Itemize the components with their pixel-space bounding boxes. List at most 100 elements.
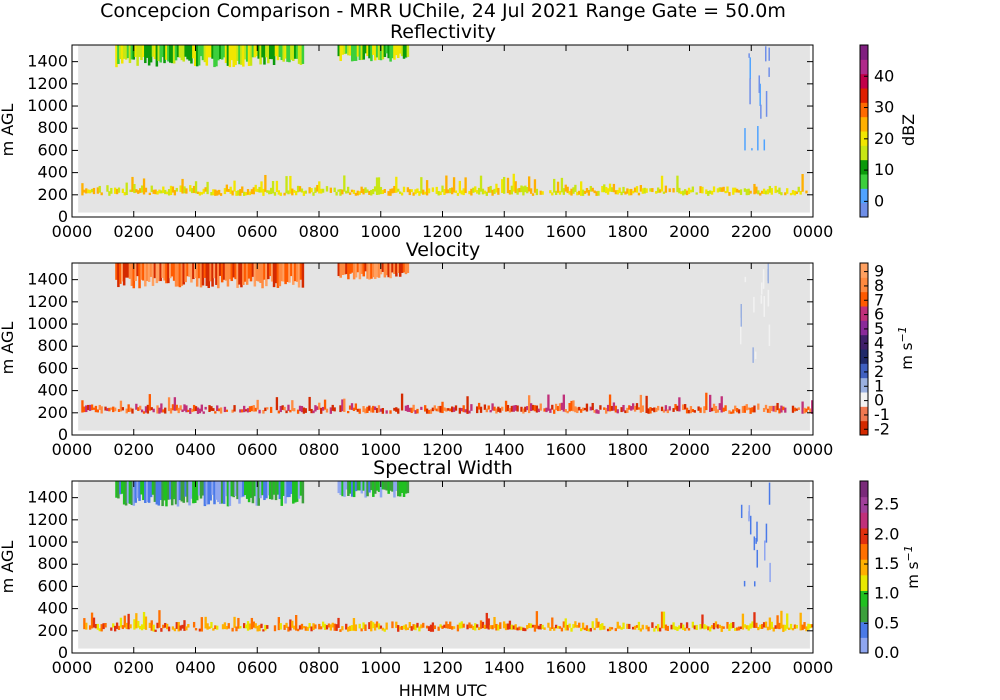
echo-column [666, 625, 669, 631]
echo-column [212, 408, 215, 412]
echo-column [132, 263, 136, 289]
echo-column [345, 481, 348, 490]
echo-column [231, 190, 234, 196]
echo-column [180, 263, 184, 286]
colorbar-tick-label: 0 [874, 191, 884, 210]
colorbar-segment [860, 263, 868, 278]
echo-column [135, 403, 138, 410]
echo-column [381, 189, 384, 195]
echo-column [245, 481, 249, 499]
echo-column [148, 394, 151, 411]
echo-column [493, 188, 496, 194]
echo-column [149, 263, 153, 277]
echo-column [535, 188, 539, 196]
echo-column [714, 406, 718, 414]
echo-column [545, 407, 548, 413]
echo-column [439, 405, 442, 413]
echo-column [172, 263, 176, 281]
echo-column [160, 190, 163, 194]
x-tick-label: 2000 [669, 222, 710, 241]
y-tick-label: 200 [37, 621, 68, 640]
echo-column [348, 625, 352, 632]
echo-column [766, 189, 770, 195]
echo-column [786, 188, 789, 194]
echo-column [163, 263, 166, 281]
echo-column [287, 190, 290, 195]
echo-column [578, 622, 581, 628]
echo-column [726, 186, 729, 193]
echo-column [253, 45, 257, 58]
echo-column [595, 191, 598, 196]
echo-column [198, 191, 202, 196]
echo-column [345, 263, 348, 275]
echo-column [115, 481, 118, 498]
echo-column [254, 623, 257, 629]
echo-column [449, 621, 452, 629]
echo-column [695, 192, 698, 195]
echo-column [286, 263, 289, 282]
echo-column [199, 263, 203, 288]
colorbar-segment [860, 202, 868, 218]
echo-column [691, 408, 695, 413]
echo-column [787, 627, 791, 630]
echo-column [178, 263, 182, 288]
echo-column [144, 263, 147, 287]
echo-column [410, 626, 413, 631]
echo-column [606, 628, 610, 632]
echo-column [134, 481, 137, 503]
echo-column [410, 189, 413, 193]
colorbar-segment [860, 377, 868, 393]
echo-column [199, 45, 203, 57]
echo-column [614, 628, 617, 632]
echo-column [204, 406, 207, 410]
colorbar-segment [860, 73, 868, 89]
echo-column [402, 45, 406, 59]
echo-column [477, 402, 481, 410]
colorbar-label-exponent: −1 [896, 326, 909, 342]
echo-column [626, 407, 629, 413]
echo-column [776, 189, 779, 193]
echo-column [192, 185, 196, 194]
echo-column [128, 263, 132, 279]
echo-column [422, 189, 425, 195]
echo-column [373, 481, 377, 494]
echo-column [144, 45, 147, 64]
echo-column [408, 407, 411, 413]
echo-column [564, 618, 567, 631]
echo-column [568, 623, 571, 628]
echo-column [516, 627, 519, 631]
y-tick-label: 400 [37, 381, 68, 400]
x-tick-label: 2200 [731, 440, 772, 459]
echo-column [427, 409, 431, 414]
echo-column [520, 406, 523, 412]
echo-column [512, 173, 515, 192]
echo-column [270, 45, 274, 60]
echo-column [88, 189, 92, 194]
echo-column [398, 263, 402, 277]
x-tick-label: 1000 [360, 440, 401, 459]
echo-column [732, 622, 735, 628]
echo-column [325, 408, 329, 413]
echo-column [304, 190, 307, 194]
echo-column [597, 621, 600, 628]
echo-column [253, 263, 257, 287]
echo-column [161, 263, 164, 278]
echo-column [514, 624, 517, 630]
x-tick-label: 1800 [607, 440, 648, 459]
echo-column [710, 190, 714, 195]
echo-column [248, 623, 252, 630]
echo-column [137, 407, 140, 411]
echo-column [506, 177, 510, 194]
echo-column [270, 263, 274, 282]
echo-column [258, 409, 261, 414]
echo-column [98, 628, 101, 632]
echo-column [341, 45, 344, 55]
echo-column [370, 189, 373, 196]
echo-column [744, 46, 770, 151]
colorbar-segment [860, 349, 868, 364]
echo-column [458, 622, 462, 629]
colorbar-tick-label: 5 [874, 319, 884, 338]
echo-column [339, 189, 342, 196]
echo-column [183, 620, 186, 631]
